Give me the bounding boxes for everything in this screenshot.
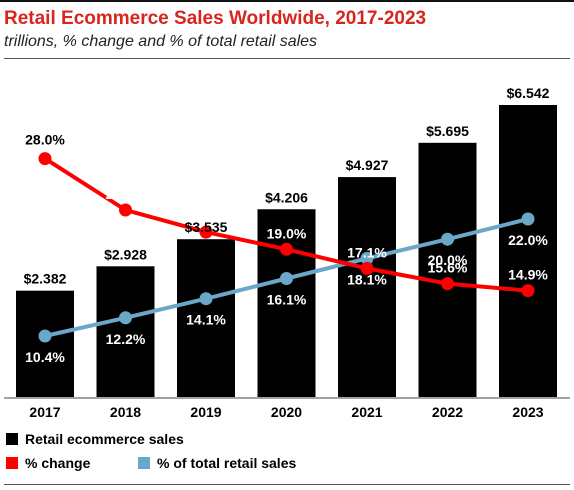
- bar-2023: [499, 105, 557, 397]
- share-point-2019: [199, 292, 213, 306]
- x-tick-2023: 2023: [512, 404, 543, 420]
- labels-layer: $2.382 $2.928 $3.535 $4.206 $4.927 $5.695 $6.5…: [24, 85, 550, 365]
- change-point-2017: [38, 152, 52, 166]
- change-label-2023: 14.9%: [508, 267, 548, 283]
- legend-swatch-change: [6, 457, 18, 469]
- bar-2021: [338, 177, 396, 397]
- share-label-2019: 14.1%: [186, 312, 226, 328]
- chart-title: Retail Ecommerce Sales Worldwide, 2017-2…: [4, 8, 427, 29]
- share-label-2022: 20.0%: [428, 252, 468, 268]
- legend-swatch-sales: [6, 433, 18, 445]
- legend-label-sales: Retail ecommerce sales: [25, 431, 184, 447]
- bar-label-2018: $2.928: [104, 246, 147, 262]
- bar-2022: [418, 142, 477, 397]
- change-point-2021: [360, 261, 374, 275]
- change-label-2019: 20.7%: [186, 208, 226, 224]
- share-point-2023: [521, 212, 535, 226]
- share-label-2021: 18.1%: [347, 271, 387, 287]
- share-label-2023: 22.0%: [508, 232, 548, 248]
- x-tick-2022: 2022: [432, 404, 463, 420]
- change-label-2021: 17.1%: [347, 244, 387, 260]
- x-axis: 2017 2018 2019 2020 2021 2022 2023: [4, 397, 570, 420]
- bar-label-2017: $2.382: [24, 271, 67, 287]
- share-point-2021: [360, 251, 374, 265]
- bar-label-2020: $4.206: [265, 189, 308, 205]
- change-label-2017: 28.0%: [25, 132, 65, 148]
- bar-2018: [96, 266, 155, 397]
- chart-subtitle: trillions, % change and % of total retai…: [4, 33, 318, 50]
- legend-swatch-share: [138, 457, 150, 469]
- x-tick-2017: 2017: [29, 404, 60, 420]
- share-point-2020: [280, 272, 293, 285]
- change-point-2023: [521, 284, 535, 298]
- change-point-2020: [280, 242, 293, 256]
- bar-label-2022: $5.695: [426, 123, 469, 139]
- top-rule: [0, 0, 574, 2]
- bar-label-2019: $3.535: [185, 219, 228, 235]
- change-point-2018: [119, 203, 132, 217]
- legend-label-share: % of total retail sales: [157, 455, 296, 471]
- bar-label-2023: $6.542: [507, 85, 550, 101]
- bar-2019: [177, 239, 235, 397]
- share-label-2018: 12.2%: [106, 331, 146, 347]
- change-label-2020: 19.0%: [267, 225, 307, 241]
- change-point-2019: [199, 225, 213, 239]
- legend: Retail ecommerce sales % change % of total…: [6, 431, 296, 471]
- share-label-2017: 10.4%: [25, 349, 65, 365]
- share-label-2020: 16.1%: [267, 292, 307, 308]
- x-tick-2020: 2020: [271, 404, 302, 420]
- bars-layer: [16, 105, 557, 397]
- x-tick-2018: 2018: [110, 404, 141, 420]
- bar-label-2021: $4.927: [346, 157, 389, 173]
- legend-label-change: % change: [25, 455, 91, 471]
- share-point-2018: [119, 311, 132, 325]
- change-label-2022: 15.6%: [428, 260, 468, 276]
- title-divider: [4, 58, 570, 59]
- lines-layer: [38, 152, 535, 343]
- change-point-2022: [441, 277, 454, 291]
- share-point-2022: [441, 232, 454, 246]
- share-point-2017: [38, 329, 52, 343]
- bar-2020: [257, 209, 316, 397]
- x-tick-2019: 2019: [190, 404, 221, 420]
- bar-2017: [16, 290, 74, 397]
- change-label-2018: 22.9%: [106, 186, 146, 202]
- x-tick-2021: 2021: [351, 404, 382, 420]
- bottom-divider: [4, 484, 570, 485]
